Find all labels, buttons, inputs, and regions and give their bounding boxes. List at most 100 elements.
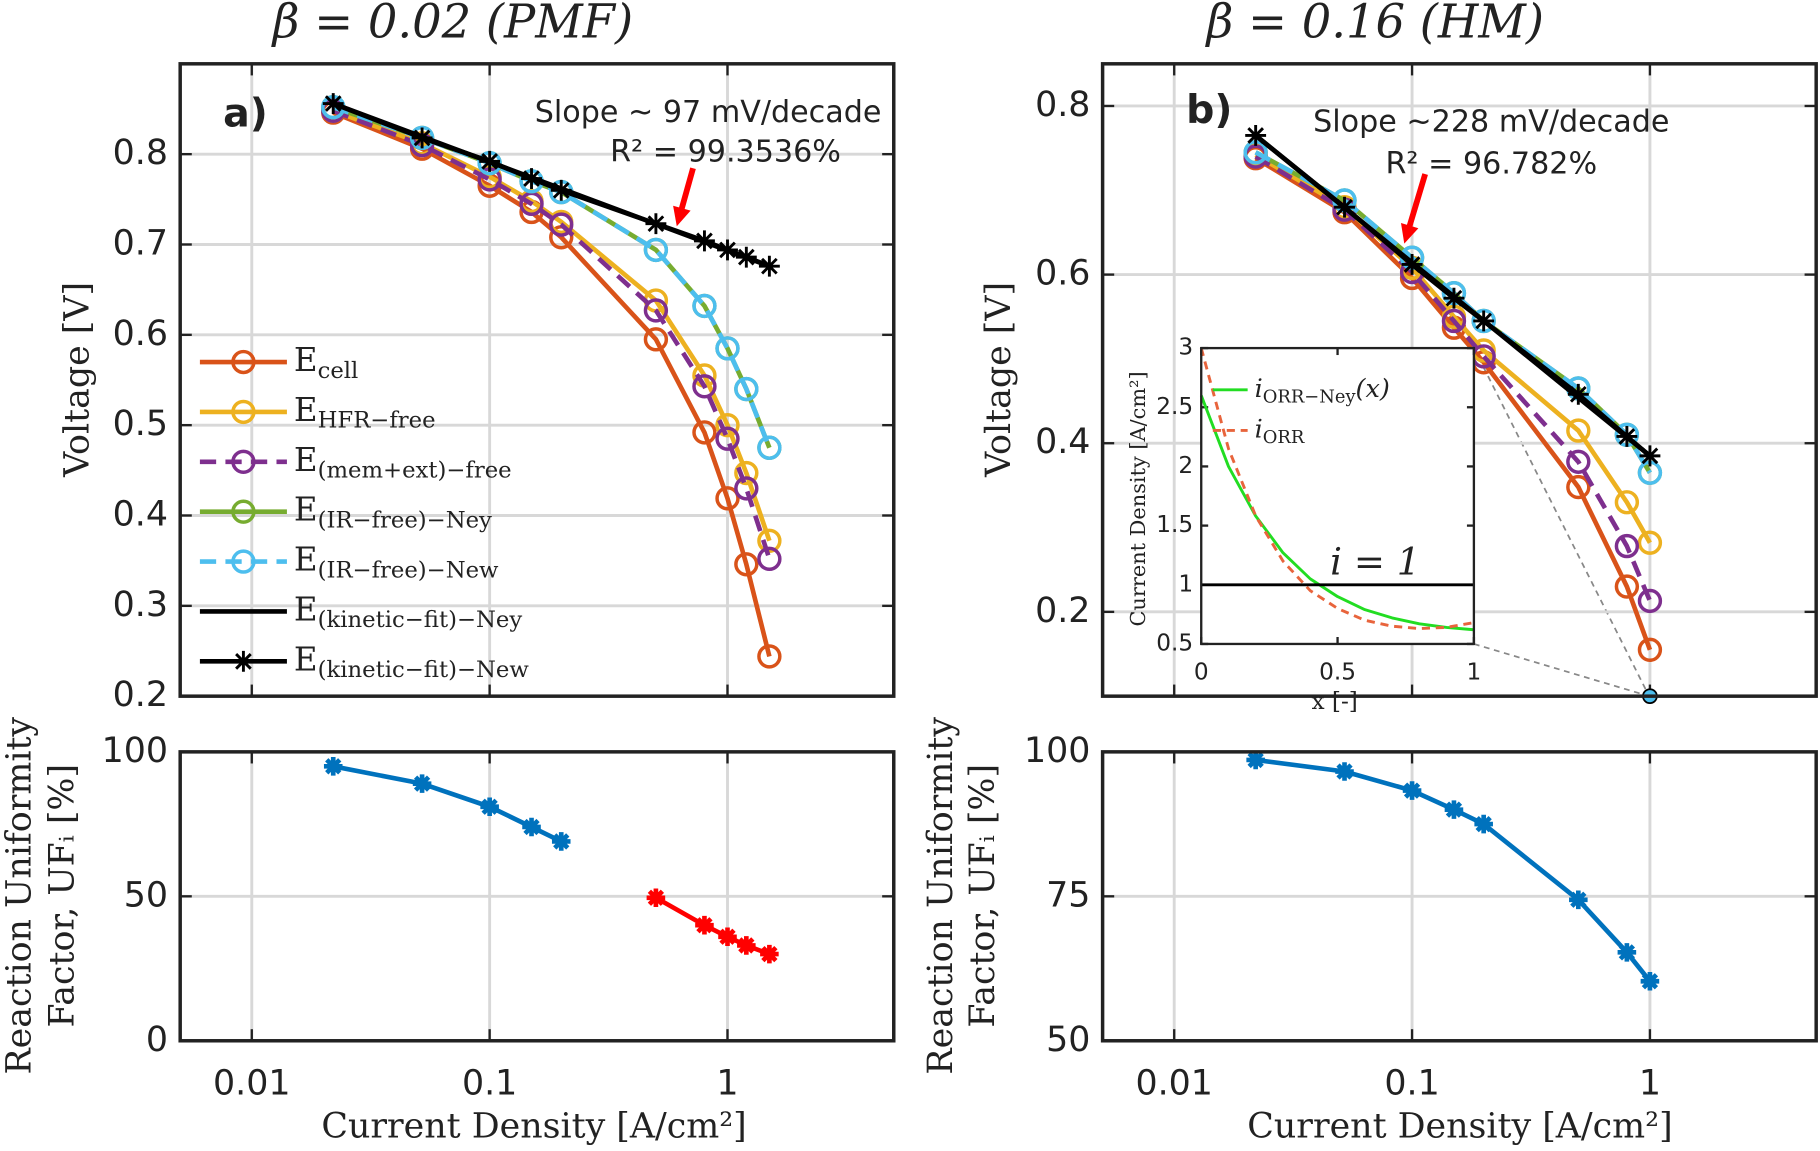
legend-label-sub: cell: [318, 358, 359, 384]
legend-item: EHFR−free: [199, 390, 436, 434]
marker: [694, 230, 715, 252]
marker: [692, 420, 717, 445]
marker: [734, 476, 759, 501]
y-axis-label: Reaction Uniformity: [921, 717, 961, 1075]
legend-label-name: E: [294, 540, 318, 578]
annotation: R² = 96.782%: [1385, 146, 1597, 181]
y-tick-label: 50: [1046, 1020, 1090, 1060]
y-tick-label: 0.5: [113, 404, 168, 444]
y-tick-label: 100: [102, 731, 168, 771]
marker: [1474, 814, 1493, 834]
y-tick-label: 75: [1046, 875, 1090, 915]
marker: [1640, 971, 1660, 991]
marker: [231, 399, 256, 425]
y-tick-label: 0.6: [1035, 254, 1090, 294]
x-tick-label: 0.1: [462, 1063, 517, 1103]
marker: [1567, 383, 1589, 405]
marker: [643, 298, 669, 323]
marker: [757, 528, 782, 553]
marker: [1614, 574, 1640, 599]
marker: [757, 644, 782, 669]
marker: [231, 499, 256, 524]
marker: [521, 168, 542, 189]
y-tick-label: 0.7: [113, 223, 168, 263]
marker: [757, 546, 782, 572]
marker: [1473, 310, 1495, 332]
x-tick-label: 0.01: [213, 1063, 290, 1103]
legend-label-name: E: [294, 440, 318, 478]
y-tick-label: 3: [1178, 334, 1193, 361]
y-axis-label: Reaction Uniformity: [0, 717, 40, 1075]
series-line: [1254, 133, 1652, 458]
legend-label-sub: ORR−Ney: [1263, 387, 1357, 408]
y-tick-label: 0.4: [113, 494, 168, 534]
series-line: [1255, 757, 1652, 983]
plot-frame: [1100, 62, 1818, 698]
annotation: Slope ~228 mV/decade: [1313, 104, 1669, 139]
annotation: i = 1: [1330, 541, 1420, 584]
legend-label: E(IR−free)−Ney: [294, 490, 492, 533]
legend-label: EHFR−free: [294, 390, 436, 433]
x-tick-label: 1: [716, 1063, 738, 1103]
legend-label-sub: ORR: [1263, 427, 1305, 448]
marker: [643, 237, 669, 263]
legend-label-sub: (kinetic−fit)−Ney: [318, 607, 523, 633]
marker: [1614, 533, 1640, 559]
legend-label-sub: (kinetic−fit)−New: [318, 657, 530, 683]
plot-frame: [1200, 346, 1476, 646]
legend-label: Ecell: [294, 341, 358, 384]
marker: [1334, 196, 1355, 218]
series-line: [1254, 156, 1653, 651]
marker: [734, 552, 759, 577]
x-axis-label: Current Density [A/cm²]: [1247, 1106, 1672, 1146]
marker: [646, 888, 666, 908]
y-tick-label: 0.5: [1156, 629, 1193, 656]
marker: [1637, 637, 1663, 662]
legend-item: E(kinetic−fit)−New: [199, 640, 529, 683]
y-axis-label: Voltage [V]: [979, 282, 1019, 478]
marker: [1441, 308, 1467, 334]
legend-label-name: E: [294, 590, 318, 628]
arrow-head: [673, 205, 691, 227]
marker: [734, 376, 759, 402]
marker: [735, 246, 757, 268]
marker: [715, 426, 740, 451]
chart-title: β = 0.02 (PMF): [271, 0, 633, 49]
marker: [718, 927, 737, 947]
legend-item: E(IR−free)−New: [199, 540, 499, 583]
y-tick-label: 50: [124, 875, 168, 915]
series-line: [332, 108, 772, 560]
y-tick-label: 0.8: [1035, 85, 1090, 125]
marker: [1614, 490, 1640, 515]
marker: [760, 944, 779, 964]
marker: [757, 435, 782, 460]
legend-label-sub: (mem+ext)−free: [318, 458, 512, 484]
x-tick-label: 0.1: [1384, 1063, 1439, 1103]
zoom-guide: [1473, 347, 1650, 697]
y-axis-label: Factor, UFᵢ [%]: [963, 764, 1003, 1028]
y-tick-label: 0.4: [1035, 422, 1090, 462]
zoom-guide: [1473, 643, 1650, 698]
marker: [480, 797, 499, 817]
annotation: b): [1186, 87, 1232, 133]
marker: [322, 93, 344, 115]
marker: [1616, 426, 1638, 447]
legend-label: iORR−Ney(x): [1255, 374, 1390, 408]
marker: [1637, 530, 1663, 555]
chart-title: β = 0.16 (HM): [1205, 0, 1545, 49]
marker: [643, 327, 669, 352]
legend-label-after: (x): [1356, 374, 1390, 404]
legend-label: E(kinetic−fit)−New: [294, 640, 529, 683]
y-tick-label: 2.5: [1156, 393, 1193, 420]
y-tick-label: 0.2: [1035, 591, 1090, 631]
marker: [550, 179, 572, 201]
marker: [1246, 750, 1265, 770]
legend-item: iORR−Ney(x): [1212, 374, 1390, 408]
x-tick-label: 1: [1639, 1063, 1661, 1103]
marker: [231, 449, 256, 474]
y-tick-label: 1.5: [1156, 511, 1193, 538]
series-line: [332, 110, 772, 657]
marker: [737, 936, 756, 955]
marker: [717, 239, 738, 261]
